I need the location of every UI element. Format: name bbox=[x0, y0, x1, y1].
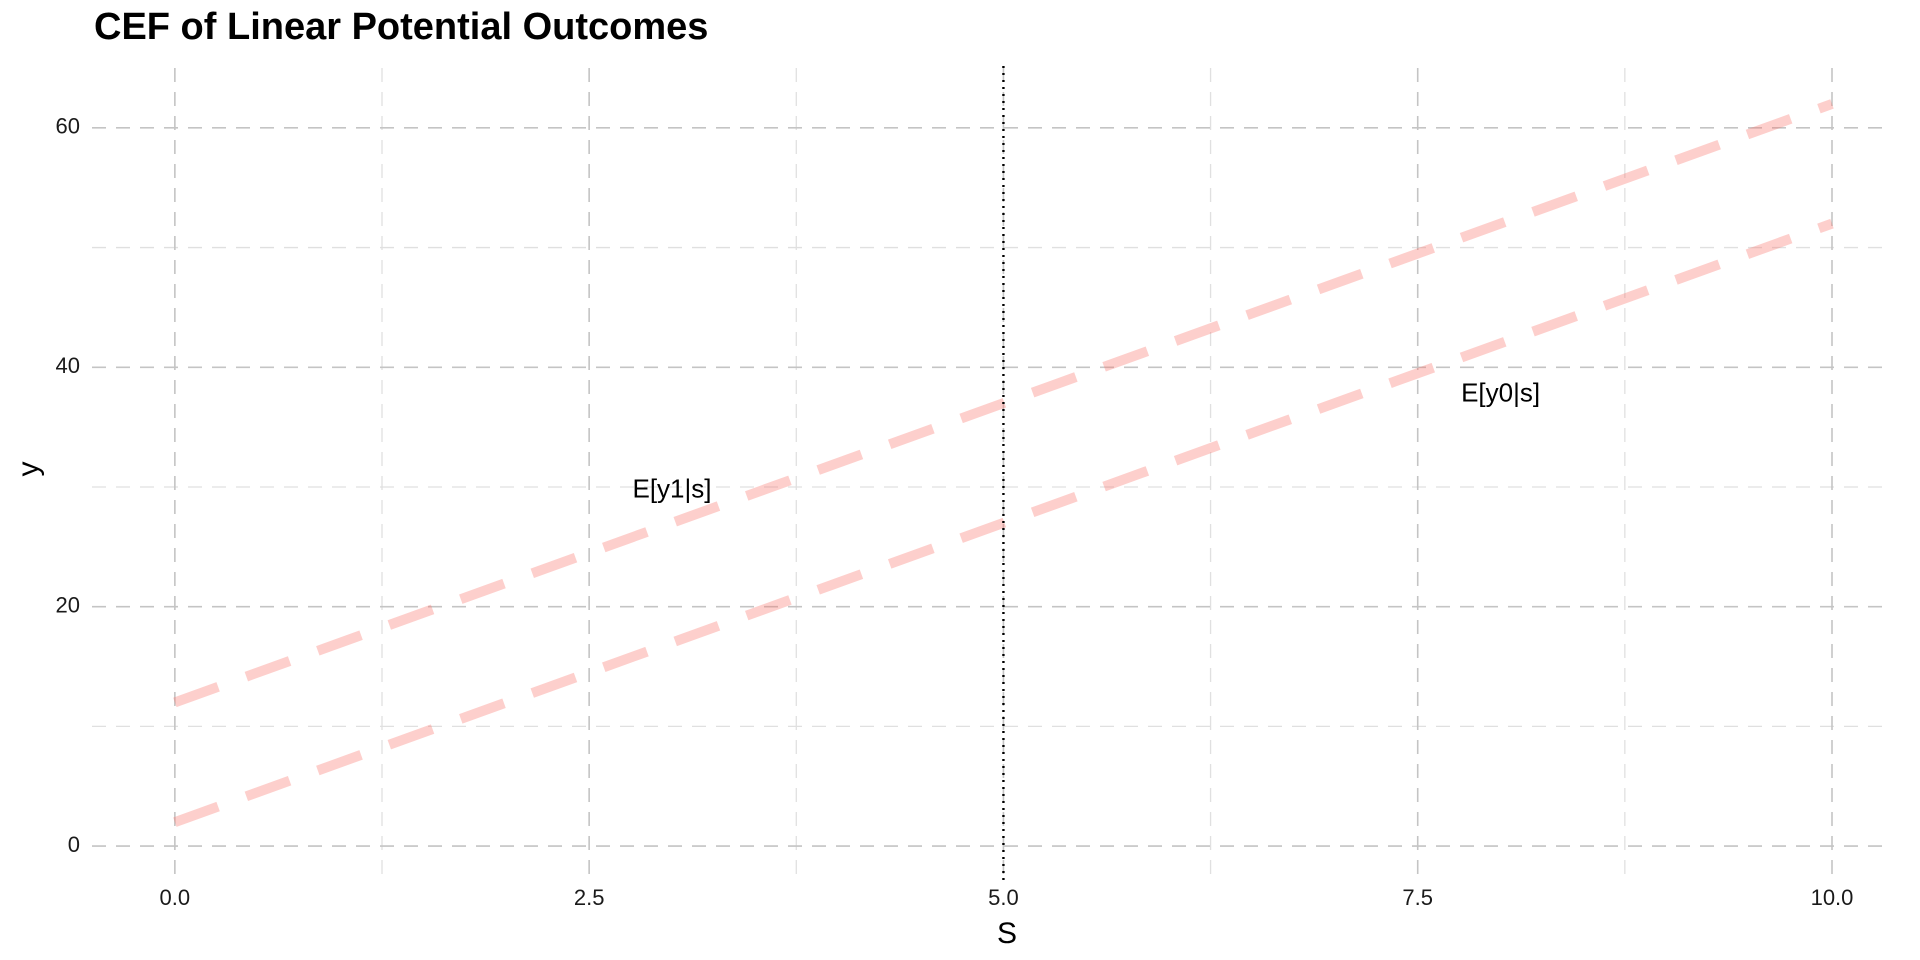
x-tick-labels: 0.0 2.5 5.0 7.5 10.0 bbox=[160, 885, 1854, 910]
annotation-layer: E[y1|s] E[y0|s] bbox=[632, 378, 1540, 504]
y-tick-label: 60 bbox=[56, 114, 80, 139]
x-axis-label: S bbox=[997, 917, 1017, 950]
y-axis-label: y bbox=[12, 462, 45, 477]
minor-grid bbox=[92, 68, 1890, 882]
x-tick-label: 5.0 bbox=[988, 885, 1019, 910]
annotation-label-1: E[y1|s] bbox=[632, 473, 711, 503]
y-tick-label: 20 bbox=[56, 592, 80, 617]
y-tick-label: 0 bbox=[68, 832, 80, 857]
x-tick-label: 0.0 bbox=[160, 885, 191, 910]
chart-title: CEF of Linear Potential Outcomes bbox=[94, 6, 709, 48]
annotation-label-2: E[y0|s] bbox=[1461, 378, 1540, 408]
y-tick-labels: 0 20 40 60 bbox=[56, 114, 80, 857]
y-tick-label: 40 bbox=[56, 353, 80, 378]
major-grid bbox=[92, 68, 1890, 882]
x-tick-label: 7.5 bbox=[1402, 885, 1433, 910]
x-tick-label: 10.0 bbox=[1811, 885, 1854, 910]
x-tick-label: 2.5 bbox=[574, 885, 605, 910]
